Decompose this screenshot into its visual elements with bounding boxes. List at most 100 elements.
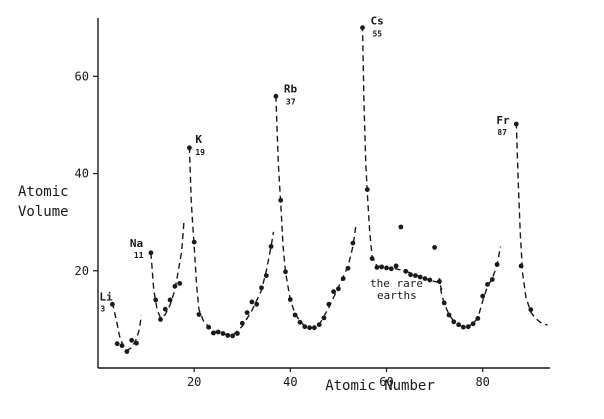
y-axis-title-line-2: Volume: [18, 204, 69, 220]
data-point: [470, 321, 476, 327]
x-tick-label: 40: [283, 375, 297, 389]
data-point: [167, 297, 173, 303]
data-point: [427, 277, 433, 283]
data-point: [518, 263, 524, 269]
data-point: [278, 197, 284, 203]
data-point: [263, 273, 269, 278]
data-point: [403, 268, 409, 274]
data-point: [302, 324, 308, 330]
element-number-cs: 55: [372, 30, 382, 39]
element-symbol-k: K: [195, 133, 202, 146]
data-point: [287, 297, 293, 302]
data-point: [489, 277, 495, 282]
x-tick-label: 20: [187, 375, 201, 389]
data-point: [345, 265, 351, 271]
data-point: [398, 224, 404, 230]
x-tick-label: 80: [475, 375, 489, 389]
data-point: [321, 315, 327, 321]
data-point: [326, 301, 332, 307]
data-point: [485, 282, 490, 287]
data-point: [191, 239, 197, 245]
element-number-li: 3: [100, 304, 105, 313]
data-point: [206, 324, 212, 330]
data-point: [283, 269, 288, 275]
data-point: [297, 319, 303, 325]
data-point: [114, 341, 120, 347]
data-point: [350, 240, 356, 246]
data-point: [158, 317, 163, 322]
data-point: [384, 265, 389, 271]
data-point: [465, 324, 471, 330]
data-point: [312, 325, 317, 331]
element-number-fr: 87: [497, 128, 507, 137]
data-point: [441, 300, 447, 306]
data-point: [110, 301, 115, 307]
data-point: [134, 340, 139, 346]
data-point: [451, 319, 457, 325]
x-ticks: 20 40 60 80: [187, 368, 490, 389]
element-symbol-cs: Cs: [370, 15, 383, 28]
rare-earths-annotation-line-2: earths: [377, 289, 417, 302]
data-points: [110, 25, 534, 354]
data-point: [480, 293, 486, 299]
element-number-rb: 37: [286, 97, 296, 106]
data-point: [268, 244, 274, 249]
element-symbol-fr: Fr: [496, 114, 510, 127]
data-point: [316, 322, 322, 328]
data-point: [220, 331, 226, 336]
element-symbol-na: Na: [130, 237, 143, 250]
data-point: [239, 320, 245, 326]
y-tick-label: 40: [75, 167, 89, 181]
data-point: [437, 279, 442, 284]
data-point: [244, 310, 250, 315]
data-point: [340, 276, 346, 281]
element-symbol-li: Li: [99, 290, 113, 303]
y-tick-label: 60: [75, 69, 89, 83]
data-point: [494, 262, 500, 267]
data-point: [446, 312, 452, 318]
data-point: [388, 266, 394, 272]
data-point: [413, 273, 418, 278]
data-point: [432, 245, 437, 250]
trend-curves: [111, 25, 548, 352]
data-point: [422, 276, 428, 281]
trend-curve-segment: [361, 25, 443, 291]
data-point: [230, 333, 236, 339]
rare-earths-annotation-line-1: the rare: [370, 277, 423, 290]
data-point: [172, 283, 178, 289]
data-point: [187, 145, 192, 151]
data-point: [513, 121, 519, 127]
trend-curve-segment: [275, 95, 357, 329]
data-point: [528, 307, 534, 313]
element-number-k: 19: [195, 148, 205, 157]
data-point: [124, 349, 130, 354]
data-point: [249, 299, 255, 305]
y-tick-label: 20: [75, 264, 89, 278]
data-point: [374, 265, 380, 270]
y-ticks: 20 40 60: [75, 69, 98, 278]
element-symbol-rb: Rb: [284, 82, 298, 95]
data-point: [259, 285, 264, 291]
data-point: [148, 250, 154, 256]
data-point: [379, 264, 385, 270]
data-point: [360, 25, 365, 31]
data-point: [162, 306, 168, 312]
trend-curve-segment: [150, 219, 185, 319]
data-point: [417, 274, 423, 280]
data-point: [225, 333, 231, 338]
data-point: [461, 324, 466, 330]
data-point: [211, 330, 216, 336]
data-point: [273, 93, 279, 99]
trend-curve-segment: [515, 122, 548, 326]
y-axis-title-line-1: Atomic: [18, 184, 69, 200]
data-point: [475, 316, 481, 321]
data-point: [393, 263, 399, 269]
data-point: [129, 337, 135, 343]
data-point: [336, 286, 341, 292]
x-axis-title: Atomic Number: [325, 378, 435, 394]
data-point: [235, 331, 240, 336]
element-number-na: 11: [134, 251, 144, 260]
data-point: [215, 329, 221, 335]
